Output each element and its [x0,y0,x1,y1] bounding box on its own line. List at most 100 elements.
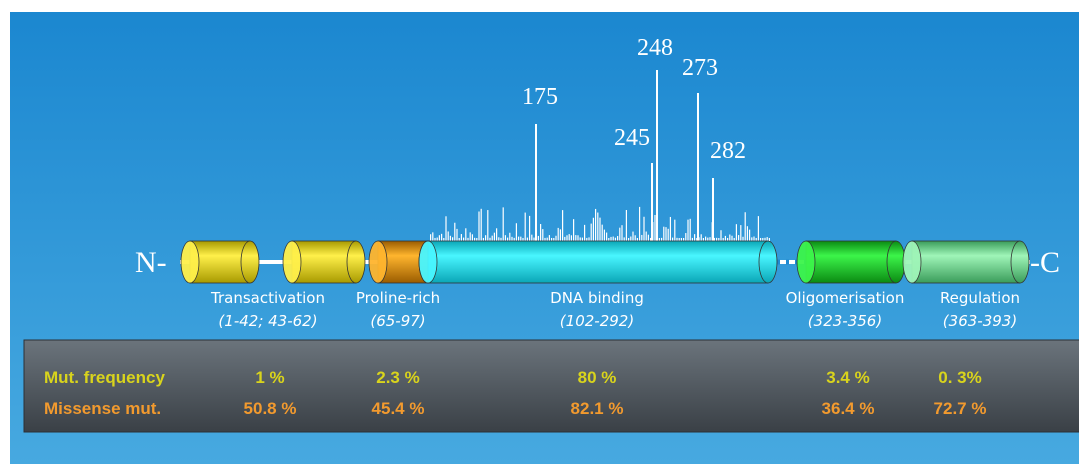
histogram-bar [500,237,502,242]
histogram-bar [645,231,647,242]
histogram-bar [502,207,504,242]
domain-cap [758,240,778,284]
histogram-bar [564,236,566,242]
histogram-bar [667,228,669,242]
histogram-bar [482,237,484,242]
histogram-bar [590,223,592,242]
histogram-bar [707,237,709,242]
histogram-bar [513,237,515,242]
domain-cap [886,240,906,284]
histogram-bar [544,237,546,242]
histogram-bar [467,237,469,242]
histogram-bar [460,234,462,242]
histogram-bar [705,236,707,242]
histogram-bar [533,237,535,242]
histogram-bar [733,237,735,242]
histogram-bar [762,237,764,242]
histogram-bar [430,234,432,242]
domain-cap [240,240,260,284]
domain-cap [282,240,302,284]
histogram-bar [731,235,733,242]
histogram-bar [661,237,663,242]
histogram-bar [680,237,682,242]
histogram-bar [764,237,766,242]
histogram-bar [751,237,753,242]
histogram-bar [694,234,696,242]
histogram-bar [443,237,445,242]
histogram-bar [749,229,751,242]
histogram-bar [634,235,636,242]
histogram-bar [526,237,528,242]
histogram-bar [623,237,625,242]
histogram-bar [757,216,759,242]
histogram-bar [522,237,524,242]
histogram-bar [524,212,526,242]
histogram-bar [641,234,643,242]
domain-name: Oligomerisation [786,289,905,307]
domain-range: (363-393) [943,312,1017,330]
histogram-bar [702,237,704,242]
histogram-bar [654,214,656,242]
histogram-bar [504,235,506,242]
histogram-bar [449,235,451,242]
histogram-bar [463,237,465,242]
histogram-bar [628,237,630,242]
histogram-bar [665,227,667,242]
histogram-bar [447,231,449,242]
cell: 72.7 % [934,399,987,418]
histogram-bar [597,212,599,242]
histogram-bar [493,232,495,242]
histogram-bar [465,228,467,242]
domain-range: (65-97) [370,312,425,330]
histogram-bar [595,208,597,242]
histogram-bar [621,225,623,242]
histogram-bar [434,237,436,242]
histogram-bar [612,236,614,242]
histogram-bar [676,237,678,242]
histogram-bar [553,237,555,242]
histogram-bar [586,237,588,242]
histogram-bar [700,234,702,242]
histogram-bar [713,237,715,242]
histogram-bar [606,232,608,242]
histogram-bar [755,237,757,242]
histogram-bar [548,235,550,242]
histogram-bar [456,228,458,242]
c-terminus: -C [1030,246,1060,279]
histogram-bar [650,237,652,242]
histogram-bar [639,206,641,242]
histogram-bar [555,235,557,242]
histogram-bar [581,237,583,242]
histogram-bar [568,234,570,242]
hotspots: 175 248 273 245 282 [522,35,746,242]
histogram-bar [687,219,689,242]
histogram-bar [599,217,601,242]
histogram-bar [469,232,471,242]
domain-name: Regulation [940,289,1020,307]
histogram-bar [630,236,632,242]
histogram-bar [689,218,691,242]
histogram-bar [691,237,693,242]
histogram-bar [742,236,744,242]
histogram-bar [511,236,513,242]
histogram-bar [515,223,517,242]
histogram-bar [496,228,498,242]
histogram-bar [716,237,718,242]
histogram-bar [724,235,726,242]
histogram-bar [485,235,487,242]
histogram-bar [518,236,520,242]
histogram-bar [740,225,742,242]
domain-cap [418,240,438,284]
cell: 80 % [578,368,617,387]
domain-range: (102-292) [560,312,634,330]
histogram-bar [738,235,740,242]
domain-cylinder [291,240,357,284]
row-label: Missense mut. [44,399,161,418]
histogram-bar [480,208,482,242]
histogram-bar [573,219,575,242]
histogram-bar [509,232,511,242]
histogram-bar [542,229,544,242]
histogram-bar [520,236,522,242]
histogram-bar [557,227,559,242]
cell: 36.4 % [822,399,875,418]
